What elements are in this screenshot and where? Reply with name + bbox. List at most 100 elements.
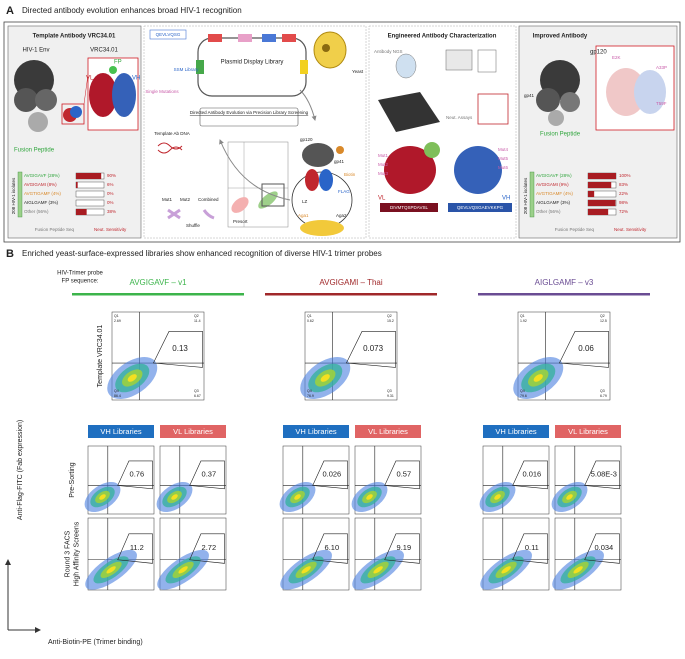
ngs-chip — [378, 92, 440, 132]
sequence-box — [448, 203, 512, 212]
gate — [189, 533, 225, 564]
quadrant-label: Q3 — [387, 389, 392, 393]
quadrant-label: Q3 — [194, 389, 199, 393]
probe-name: AIGLGAMF – v3 — [535, 278, 594, 287]
label: FLAG — [338, 189, 350, 194]
label: DIVMTQSPDAVSL — [390, 205, 428, 210]
label: SSM Library — [174, 67, 200, 72]
density — [573, 566, 583, 574]
density — [320, 374, 330, 382]
gate — [189, 460, 225, 490]
label: Fusion Peptide — [540, 132, 581, 138]
library-header-text: VL Libraries — [568, 427, 608, 436]
dna-icon — [157, 142, 183, 154]
gate-value: 0.026 — [322, 470, 341, 479]
gate-value: 0.11 — [525, 543, 539, 552]
sensitivity-label: 100% — [619, 173, 631, 178]
sensitivity-label: 98% — [619, 200, 628, 205]
antigen — [424, 142, 440, 158]
footer: Fusion Peptide Seq — [555, 227, 595, 232]
sensitivity-bar — [76, 182, 78, 188]
plate — [477, 49, 497, 73]
gate-value: 11.2 — [130, 543, 144, 552]
bar-track — [75, 181, 105, 189]
gate — [117, 533, 153, 564]
sensitivity-label: 38% — [107, 209, 116, 214]
label: VH — [502, 196, 510, 202]
sequence: AVGIGAMI (8%) — [24, 182, 57, 187]
probe-name: AVGIGAMI – Thai — [319, 278, 383, 287]
quadrant-label: 0.62 — [307, 319, 314, 323]
panel-frame — [3, 21, 681, 243]
quadrant-label: Q4 — [307, 389, 312, 393]
gate — [312, 460, 348, 490]
sequence: AVGIGAVF (28%) — [24, 173, 60, 178]
label: gp41 — [334, 159, 345, 164]
label: gp120 — [300, 137, 313, 142]
sequence: Other (56%) — [24, 209, 49, 214]
quadrant-label: Q1 — [520, 314, 525, 318]
library-header — [283, 425, 349, 438]
box-title: Directed Antibody Evolution via Precisio… — [190, 110, 309, 115]
panel-title: Directed antibody evolution enhances bro… — [22, 6, 242, 15]
gate — [512, 460, 548, 490]
quadrant-label: Q2 — [600, 314, 605, 318]
gate — [117, 460, 153, 490]
label: QEVLVQSG — [156, 32, 181, 37]
label: Mut4 — [498, 147, 509, 152]
sensitivity-bar — [76, 209, 87, 215]
label: Antibody NGS — [374, 49, 403, 54]
gate-value: 2.72 — [202, 543, 217, 552]
x-axis-label: Anti-Biotin-PE (Trimer binding) — [48, 639, 143, 646]
probe-name: AVGIGAVF – v1 — [129, 278, 187, 287]
neut-plot — [477, 93, 509, 125]
quadrant-label: Q2 — [387, 314, 392, 318]
isolate-bar — [17, 171, 23, 218]
footer: Neut. Sensitivity — [614, 227, 647, 232]
library-header-text: VL Libraries — [173, 427, 213, 436]
gate-value: 9.19 — [397, 543, 412, 552]
quadrant-label: 76.9 — [307, 394, 314, 398]
density — [171, 494, 178, 500]
library-header — [355, 425, 421, 438]
sensitivity-bar — [588, 191, 595, 197]
sequence: AVGIGAVF (28%) — [536, 173, 572, 178]
sequence: AVGTIGAMF (4%) — [24, 191, 61, 196]
label: gp41 — [524, 93, 535, 98]
label: VRC34.01 — [90, 48, 118, 54]
y-axis-label: Anti-Flag-FITC (Fab expression) — [17, 420, 24, 520]
label: Biotin — [344, 172, 356, 177]
quadrant-label: Q1 — [114, 314, 119, 318]
density — [373, 566, 383, 574]
row-label: High Affinity Screens — [73, 521, 80, 586]
library-header-text: VH Libraries — [100, 427, 142, 436]
density — [366, 494, 373, 500]
sequence: AVGIGAMI (9%) — [536, 182, 569, 187]
box-title: Template Antibody VRC34.01 — [33, 34, 116, 40]
sensitivity-label: 83% — [619, 182, 628, 187]
gate-value: 6.10 — [325, 543, 340, 552]
library-header — [555, 425, 621, 438]
sensitivity-label: 0% — [107, 200, 114, 205]
probe-line — [478, 293, 650, 296]
label: Single Mutations — [145, 89, 179, 94]
plasmid — [196, 34, 308, 97]
label: VL — [378, 196, 386, 202]
box-title: Engineered Antibody Characterization — [388, 34, 497, 40]
sensitivity-label: 0% — [107, 191, 114, 196]
density — [127, 374, 137, 382]
sensitivity-label: 22% — [619, 191, 628, 196]
box-title: Improved Antibody — [533, 34, 588, 40]
sensitivity-bar — [588, 173, 616, 179]
gate — [558, 331, 609, 368]
label: Neut. Assays — [446, 115, 473, 120]
panel-label: B — [6, 248, 14, 260]
quadrant-label: 1.92 — [520, 319, 527, 323]
isolates-label: 208 HIV-1 isolates — [11, 177, 16, 214]
density — [178, 566, 188, 574]
library-header-text: VH Libraries — [495, 427, 537, 436]
gate-value: 0.034 — [594, 543, 613, 552]
label: Mut1 — [162, 197, 173, 202]
gate-value: 0.016 — [522, 470, 541, 479]
library-header — [88, 425, 154, 438]
